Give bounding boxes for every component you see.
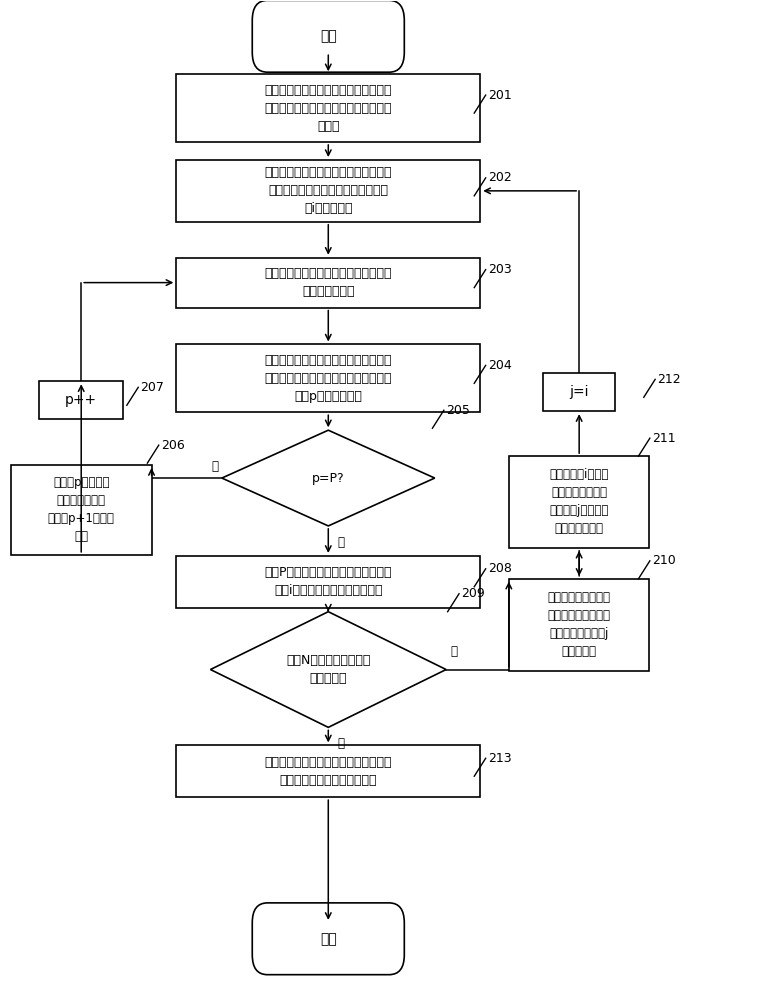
Text: 根据第p轮训练得
到的回归模型，
调整第p+1轮训练
过程: 根据第p轮训练得 到的回归模型， 调整第p+1轮训练 过程: [48, 476, 114, 543]
Text: 201: 201: [488, 89, 512, 102]
Text: j=i: j=i: [569, 385, 589, 399]
Text: 否: 否: [450, 645, 457, 658]
Bar: [176, 556, 481, 608]
Text: 从所述训练样本集中选取已标定面部特
征点且未进行训练的训练样本，作为
第i个训练样本: 从所述训练样本集中选取已标定面部特 征点且未进行训练的训练样本，作为 第i个训练…: [265, 166, 392, 215]
Text: p=P?: p=P?: [312, 472, 345, 485]
Text: 210: 210: [652, 554, 676, 567]
Text: 208: 208: [488, 562, 512, 575]
Text: p++: p++: [65, 393, 97, 407]
Text: 从所述训练样本集中
选取一未进行训练的
训练样本，作为第j
个训练样本: 从所述训练样本集中 选取一未进行训练的 训练样本，作为第j 个训练样本: [548, 591, 610, 658]
Text: 206: 206: [161, 439, 185, 452]
Text: 结束: 结束: [320, 932, 336, 946]
Text: 采集人脸图像作为训练样本集，其中，
每一人脸图像为所述训练样本集的一训
练样本: 采集人脸图像作为训练样本集，其中， 每一人脸图像为所述训练样本集的一训 练样本: [265, 84, 392, 133]
Text: 获取与所述已标定面部特征点一一对应
的特征映射函数: 获取与所述已标定面部特征点一一对应 的特征映射函数: [265, 267, 392, 298]
Bar: [176, 258, 481, 308]
Text: 根据所述第i个训练
样本对应的回归模
型标定第j个训练样
本的面部特征点: 根据所述第i个训练 样本对应的回归模 型标定第j个训练样 本的面部特征点: [549, 468, 609, 535]
Polygon shape: [211, 612, 446, 727]
Text: 是: 是: [337, 737, 344, 750]
Bar: [40, 381, 123, 419]
Bar: [509, 456, 649, 548]
Text: 205: 205: [446, 404, 470, 417]
Text: 获得N个训练样本对应的
回归模型？: 获得N个训练样本对应的 回归模型？: [286, 654, 371, 685]
Text: 207: 207: [140, 381, 164, 394]
Bar: [176, 745, 481, 797]
Bar: [176, 160, 481, 222]
Bar: [509, 579, 649, 671]
Text: 将第P轮训练得到的回归模型作为与所
述第i个训练样本对应的回归模型: 将第P轮训练得到的回归模型作为与所 述第i个训练样本对应的回归模型: [265, 566, 392, 597]
Bar: [543, 373, 615, 411]
Bar: [176, 344, 481, 412]
Polygon shape: [222, 430, 435, 526]
Text: 204: 204: [488, 359, 512, 372]
Bar: [176, 74, 481, 142]
Text: 202: 202: [488, 171, 512, 184]
FancyBboxPatch shape: [253, 0, 404, 72]
Text: 209: 209: [462, 587, 485, 600]
Text: 203: 203: [488, 263, 512, 276]
Text: 212: 212: [658, 373, 681, 386]
Text: 211: 211: [652, 432, 676, 445]
Text: 否: 否: [211, 460, 218, 473]
FancyBboxPatch shape: [253, 903, 404, 975]
Text: 是: 是: [337, 536, 344, 549]
Text: 利用所述特征映射函数，采用对应的线
性回归的方法训练回归模型的参数，得
到第p轮的回归模型: 利用所述特征映射函数，采用对应的线 性回归的方法训练回归模型的参数，得 到第p轮…: [265, 354, 392, 403]
Text: 213: 213: [488, 752, 511, 765]
Bar: [11, 465, 152, 555]
Text: 将所获得的最后一个训练样本对应的回
归模型作为所述人脸对齐模型: 将所获得的最后一个训练样本对应的回 归模型作为所述人脸对齐模型: [265, 756, 392, 787]
Text: 开始: 开始: [320, 29, 336, 43]
